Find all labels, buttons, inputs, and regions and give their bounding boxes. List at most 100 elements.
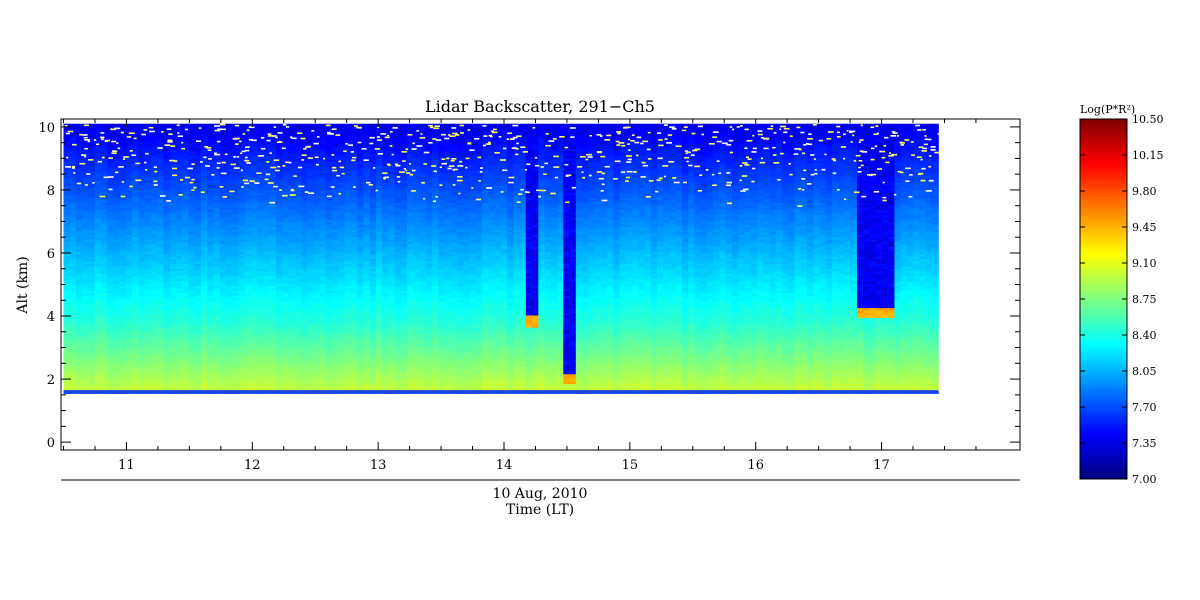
heatmap-cell — [175, 317, 183, 321]
heatmap-cell — [157, 280, 165, 284]
heatmap-cell — [69, 256, 77, 260]
heatmap-cell — [194, 351, 202, 355]
heatmap-cell — [101, 388, 108, 392]
heatmap-cell — [132, 194, 140, 198]
heatmap-cell — [182, 366, 190, 370]
heatmap-cell — [182, 305, 190, 309]
heatmap-cell — [207, 194, 215, 198]
heatmap-cell — [125, 280, 133, 284]
heatmap-cell — [119, 204, 127, 208]
heatmap-cell — [101, 236, 108, 240]
heatmap-cell — [182, 209, 190, 213]
heatmap-cell — [200, 243, 208, 247]
heatmap-cell — [76, 280, 83, 284]
heatmap-cell — [138, 376, 146, 380]
heatmap-cell — [82, 268, 90, 272]
heatmap-cell — [169, 317, 177, 321]
heatmap-cell — [138, 145, 146, 149]
heatmap-cell — [82, 192, 90, 196]
heatmap-cell — [194, 373, 202, 377]
heatmap-cell — [113, 197, 121, 201]
heatmap-cell — [94, 135, 102, 140]
heatmap-cell — [163, 314, 171, 318]
heatmap-cell — [182, 160, 190, 164]
heatmap-cell — [138, 344, 146, 348]
heatmap-cell — [163, 162, 171, 166]
heatmap-cell — [138, 165, 146, 169]
heatmap-cell — [175, 280, 183, 284]
heatmap-cell — [200, 295, 208, 299]
heatmap-cell — [150, 322, 158, 326]
heatmap-cell — [94, 388, 102, 392]
heatmap-cell — [163, 263, 171, 267]
heatmap-cell — [163, 368, 171, 372]
heatmap-cell — [107, 354, 115, 358]
heatmap-cell — [94, 381, 102, 385]
heatmap-cell — [207, 209, 215, 213]
heatmap-cell — [76, 233, 83, 238]
heatmap-cell — [150, 295, 158, 299]
heatmap-cell — [76, 192, 83, 196]
heatmap-cell — [163, 290, 171, 294]
heatmap-cell — [194, 131, 202, 135]
heatmap-cell — [63, 248, 71, 252]
heatmap-cell — [200, 238, 208, 242]
heatmap-cell — [207, 155, 215, 159]
heatmap-cell — [188, 236, 196, 240]
heatmap-cell — [76, 270, 83, 274]
heatmap-cell — [107, 160, 115, 164]
heatmap-cell — [163, 243, 171, 247]
heatmap-cell — [132, 182, 140, 186]
heatmap-cell — [138, 211, 146, 215]
heatmap-cell — [169, 158, 177, 162]
heatmap-cell — [82, 302, 90, 306]
heatmap-cell — [163, 300, 171, 304]
heatmap-cell — [76, 354, 83, 358]
heatmap-cell — [113, 383, 121, 387]
heatmap-cell — [101, 150, 108, 154]
heatmap-cell — [76, 302, 83, 306]
heatmap-cell — [101, 128, 108, 132]
heatmap-cell — [101, 285, 108, 289]
heatmap-cell — [119, 302, 127, 306]
heatmap-cell — [69, 319, 77, 323]
heatmap-cell — [125, 314, 133, 318]
heatmap-cell — [69, 295, 77, 299]
heatmap-cell — [76, 381, 83, 385]
heatmap-cell — [150, 373, 158, 377]
heatmap-cell — [125, 123, 133, 127]
heatmap-cell — [88, 285, 96, 289]
heatmap-cell — [132, 238, 140, 242]
heatmap-cell — [82, 202, 90, 206]
heatmap-cell — [200, 300, 208, 304]
heatmap-cell — [175, 192, 183, 196]
heatmap-cell — [213, 192, 221, 196]
heatmap-cell — [213, 346, 221, 350]
heatmap-cell — [163, 341, 171, 345]
heatmap-cell — [132, 270, 140, 274]
heatmap-cell — [107, 145, 115, 149]
heatmap-cell — [169, 246, 177, 250]
heatmap-cell — [113, 189, 121, 193]
heatmap-cell — [119, 140, 127, 144]
heatmap-cell — [144, 155, 152, 159]
heatmap-cell — [194, 366, 202, 370]
heatmap-cell — [188, 307, 196, 311]
heatmap-cell — [113, 273, 121, 277]
heatmap-cell — [138, 246, 146, 250]
heatmap-cell — [94, 253, 102, 257]
heatmap-cell — [213, 175, 221, 179]
heatmap-cell — [200, 351, 208, 355]
heatmap-cell — [82, 341, 90, 345]
heatmap-cell — [113, 373, 121, 377]
heatmap-cell — [107, 177, 115, 181]
chart-title: Lidar Backscatter, 291−Ch5 — [425, 97, 655, 116]
heatmap-cell — [88, 376, 96, 380]
heatmap-cell — [200, 214, 208, 218]
heatmap-cell — [175, 219, 183, 223]
heatmap-cell — [138, 238, 146, 242]
heatmap-cell — [213, 209, 221, 213]
heatmap-cell — [213, 260, 221, 264]
heatmap-cell — [150, 236, 158, 240]
heatmap-cell — [88, 145, 96, 149]
